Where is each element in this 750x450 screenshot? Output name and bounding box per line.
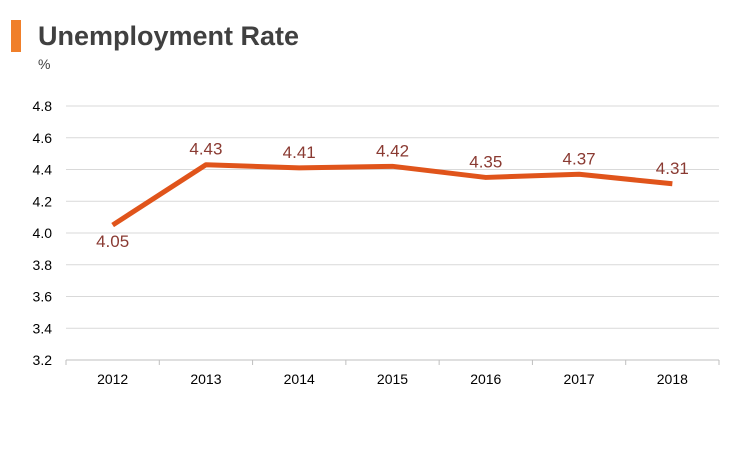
x-tick-label: 2017 <box>563 371 594 387</box>
data-label: 4.42 <box>376 141 409 160</box>
x-axis-ticks: 2012 2013 2014 2015 2016 2017 2018 <box>65 360 720 387</box>
y-tick-label: 4.2 <box>33 193 53 209</box>
series-line <box>111 162 673 228</box>
y-tick-label: 3.6 <box>33 289 53 305</box>
x-tick-label: 2015 <box>377 371 408 387</box>
x-tick-label: 2013 <box>190 371 221 387</box>
gridlines <box>66 105 719 361</box>
data-label: 4.37 <box>563 149 596 168</box>
x-tick-label: 2016 <box>470 371 501 387</box>
y-axis-unit-label: % <box>38 56 51 72</box>
data-label: 4.31 <box>656 159 689 178</box>
y-tick-label: 3.8 <box>33 257 53 273</box>
chart-title: Unemployment Rate <box>38 21 300 51</box>
data-label: 4.43 <box>189 140 222 159</box>
y-tick-label: 4.8 <box>33 98 53 114</box>
series-lines <box>111 162 673 228</box>
x-tick-label: 2012 <box>97 371 128 387</box>
y-tick-label: 3.2 <box>33 352 53 368</box>
x-tick-label: 2014 <box>284 371 315 387</box>
title-accent-bar <box>11 20 21 52</box>
x-tick-label: 2018 <box>657 371 688 387</box>
data-label: 4.35 <box>469 152 502 171</box>
y-tick-label: 4.4 <box>33 162 53 178</box>
data-labels: 4.05 4.43 4.41 4.42 4.35 4.37 4.31 <box>96 140 689 251</box>
data-label: 4.05 <box>96 232 129 251</box>
y-tick-label: 3.4 <box>33 320 53 336</box>
y-tick-label: 4.0 <box>33 225 53 241</box>
y-tick-label: 4.6 <box>33 130 53 146</box>
y-axis-ticks: 3.2 3.4 3.6 3.8 4.0 4.2 4.4 4.6 4.8 <box>33 98 53 368</box>
data-label: 4.41 <box>283 143 316 162</box>
